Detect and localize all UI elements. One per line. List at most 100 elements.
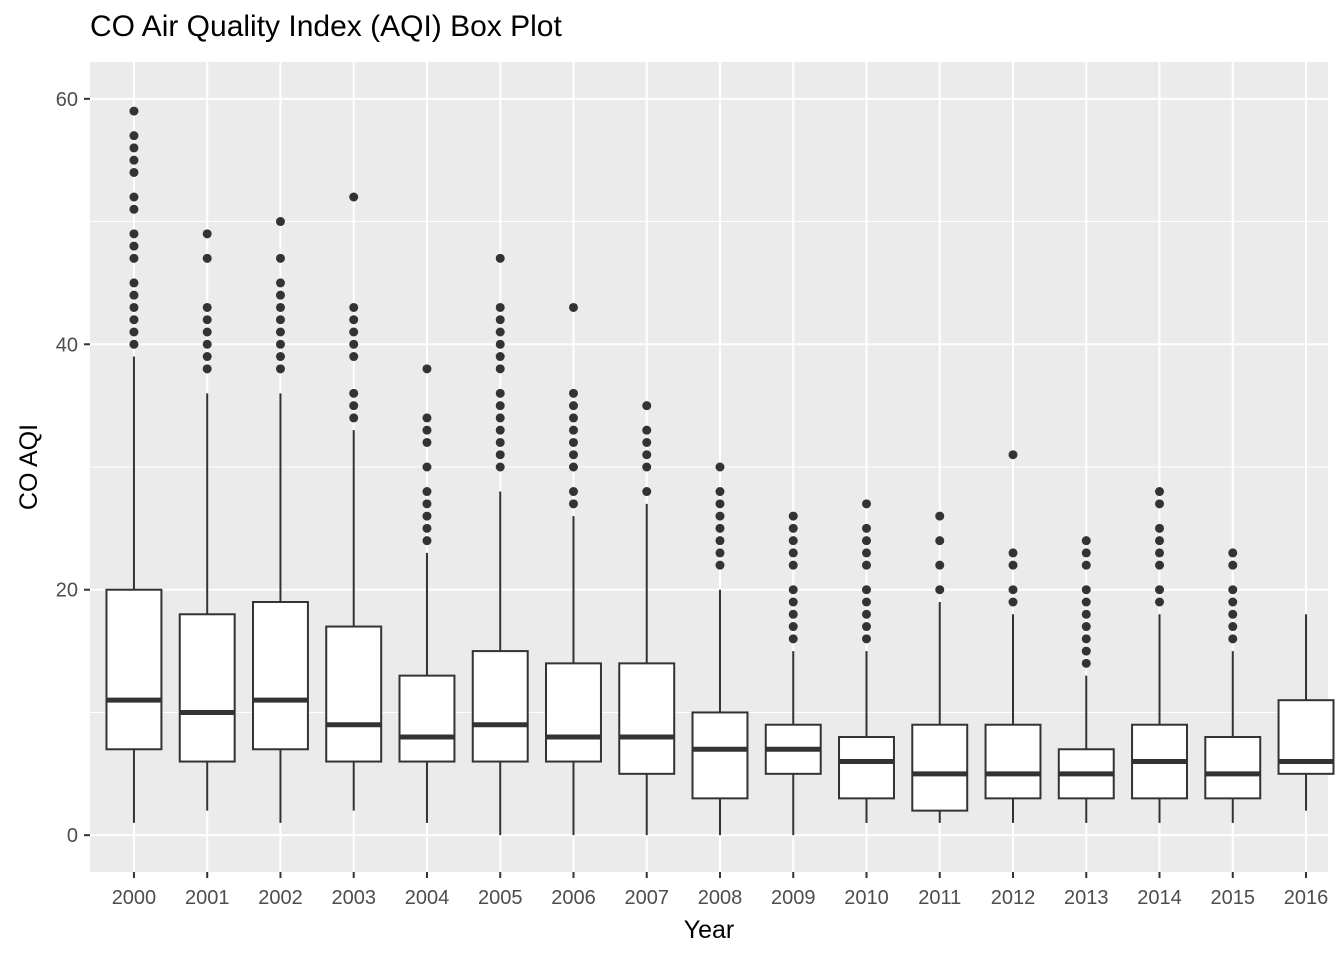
outlier-point: [349, 352, 359, 362]
outlier-point: [568, 450, 578, 460]
outlier-point: [1008, 597, 1018, 607]
outlier-point: [1228, 548, 1238, 558]
outlier-point: [422, 462, 432, 472]
outlier-point: [275, 339, 285, 349]
outlier-point: [202, 315, 212, 325]
box-2011: [911, 511, 969, 823]
outlier-point: [129, 302, 139, 312]
outlier-point: [1081, 548, 1091, 558]
outlier-point: [495, 339, 505, 349]
outlier-point: [1228, 585, 1238, 595]
outlier-point: [861, 585, 871, 595]
box-iqr: [251, 601, 309, 751]
outlier-point: [568, 425, 578, 435]
outlier-point: [422, 536, 432, 546]
outlier-point: [202, 302, 212, 312]
outlier-point: [788, 523, 798, 533]
outlier-point: [129, 278, 139, 288]
box-2013: [1057, 536, 1115, 823]
outlier-point: [422, 499, 432, 509]
y-axis-ticks: 0 20 40 60: [56, 89, 90, 847]
outlier-point: [1081, 609, 1091, 619]
outlier-point: [129, 155, 139, 165]
box-iqr: [618, 662, 676, 775]
outlier-point: [715, 536, 725, 546]
outlier-point: [715, 560, 725, 570]
outlier-point: [715, 462, 725, 472]
outlier-point: [935, 536, 945, 546]
outlier-point: [642, 425, 652, 435]
outlier-point: [495, 302, 505, 312]
x-axis-ticks: 2000 2001 2002 2003 2004 2005 2006 2007 2008 2009…: [112, 872, 1329, 909]
outlier-point: [349, 413, 359, 423]
outlier-point: [129, 327, 139, 337]
outlier-point: [349, 339, 359, 349]
outlier-point: [275, 364, 285, 374]
outlier-point: [1008, 450, 1018, 460]
x-tick-label: 2010: [844, 887, 889, 909]
outlier-point: [422, 425, 432, 435]
outlier-point: [788, 548, 798, 558]
outlier-point: [861, 523, 871, 533]
x-tick-label: 2011: [918, 887, 961, 909]
x-tick-label: 2003: [331, 887, 376, 909]
box-iqr: [1204, 736, 1262, 800]
box-iqr: [178, 613, 236, 763]
outlier-point: [495, 315, 505, 325]
outlier-point: [495, 352, 505, 362]
x-tick-label: 2016: [1284, 887, 1329, 909]
outlier-point: [642, 450, 652, 460]
outlier-point: [422, 437, 432, 447]
x-tick-label: 2000: [112, 887, 157, 909]
x-tick-label: 2015: [1211, 887, 1256, 909]
outlier-point: [129, 106, 139, 116]
outlier-point: [788, 609, 798, 619]
box-iqr: [545, 662, 602, 763]
outlier-point: [1155, 523, 1165, 533]
outlier-point: [495, 413, 505, 423]
outlier-point: [129, 167, 139, 177]
outlier-point: [349, 302, 359, 312]
outlier-point: [568, 487, 578, 497]
outlier-point: [1081, 658, 1091, 668]
outlier-point: [495, 437, 505, 447]
x-tick-label: 2014: [1137, 887, 1182, 909]
outlier-point: [275, 352, 285, 362]
outlier-point: [422, 364, 432, 374]
outlier-point: [129, 192, 139, 202]
outlier-point: [495, 388, 505, 398]
box-iqr: [838, 736, 895, 800]
outlier-point: [202, 253, 212, 263]
box-2008: [691, 462, 749, 836]
outlier-point: [1155, 597, 1165, 607]
outlier-point: [568, 437, 578, 447]
outlier-point: [861, 597, 871, 607]
y-tick-label: 40: [56, 334, 78, 356]
x-tick-label: 2013: [1064, 887, 1109, 909]
outlier-point: [129, 204, 139, 214]
outlier-point: [275, 302, 285, 312]
box-iqr: [691, 711, 749, 800]
box-iqr: [984, 723, 1042, 800]
outlier-point: [275, 253, 285, 263]
outlier-point: [788, 597, 798, 607]
y-tick-label: 60: [56, 89, 78, 111]
outlier-point: [568, 462, 578, 472]
outlier-point: [129, 143, 139, 153]
box-2002: [251, 217, 309, 823]
outlier-point: [568, 302, 578, 312]
outlier-point: [1081, 634, 1091, 644]
outlier-point: [642, 487, 652, 497]
outlier-point: [1081, 560, 1091, 570]
outlier-point: [1008, 585, 1018, 595]
outlier-point: [1081, 622, 1091, 632]
outlier-point: [275, 278, 285, 288]
x-tick-label: 2008: [698, 887, 743, 909]
outlier-point: [495, 327, 505, 337]
x-tick-label: 2007: [624, 887, 669, 909]
outlier-point: [861, 536, 871, 546]
box-2014: [1131, 487, 1188, 823]
outlier-point: [861, 634, 871, 644]
y-axis-title: CO AQI: [15, 424, 43, 510]
x-tick-label: 2002: [258, 887, 303, 909]
